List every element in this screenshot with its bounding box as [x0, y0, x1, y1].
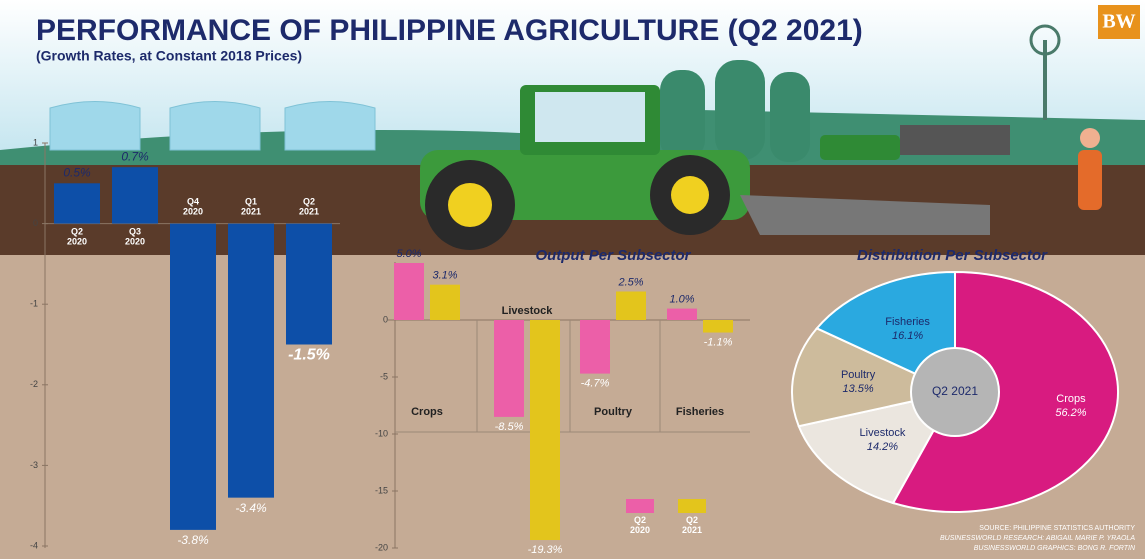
value-label: -1.1%: [704, 336, 733, 348]
value-label: -8.5%: [495, 421, 524, 433]
value-label: 0.5%: [63, 165, 91, 179]
bar: [112, 167, 158, 223]
center-label: Q2 2021: [932, 384, 978, 398]
source: BUSINESSWORLD GRAPHICS: BONG R. FORTIN: [974, 545, 1136, 552]
y-tick-label: -4: [30, 540, 38, 550]
slice-label: Livestock: [860, 427, 906, 439]
x-tick-label: Livestock: [502, 305, 554, 317]
slice-value: 13.5%: [842, 383, 873, 395]
value-label: 2.5%: [617, 276, 643, 288]
bar: [170, 224, 216, 530]
value-label: -4.7%: [581, 377, 610, 389]
y-tick-label: -15: [375, 485, 388, 495]
value-label: -3.8%: [177, 533, 209, 547]
bar: [616, 292, 646, 321]
y-tick-label: -5: [380, 371, 388, 381]
bar: [286, 224, 332, 345]
bar: [667, 309, 697, 320]
slice-value: 56.2%: [1055, 407, 1086, 419]
slice-label: Crops: [1056, 393, 1086, 405]
infographic: PERFORMANCE OF PHILIPPINE AGRICULTURE (Q…: [0, 0, 1145, 559]
chart-title: Distribution Per Subsector: [857, 247, 1048, 264]
subtitle: (Growth Rates, at Constant 2018 Prices): [36, 48, 302, 64]
value-label: -19.3%: [528, 544, 563, 556]
value-label: -1.5%: [288, 347, 330, 364]
value-label: 0.7%: [121, 149, 149, 163]
x-tick-label: Crops: [411, 406, 443, 418]
bar: [494, 320, 524, 417]
source: BUSINESSWORLD RESEARCH: ABIGAIL MARIE P.…: [940, 535, 1135, 542]
legend-swatch: [678, 499, 706, 513]
title: PERFORMANCE OF PHILIPPINE AGRICULTURE (Q…: [36, 14, 863, 47]
slice-label: Poultry: [841, 369, 876, 381]
value-label: -3.4%: [235, 501, 267, 515]
slice-value: 16.1%: [892, 330, 923, 342]
legend-swatch: [626, 499, 654, 513]
value-label: 1.0%: [669, 294, 694, 306]
x-tick-label: Poultry: [594, 406, 633, 418]
y-tick-label: -20: [375, 542, 388, 552]
value-label: 5.0%: [396, 248, 421, 260]
bar: [54, 183, 100, 223]
slice-value: 14.2%: [867, 441, 898, 453]
y-tick-label: -2: [30, 379, 38, 389]
y-tick-label: -10: [375, 428, 388, 438]
bar: [530, 320, 560, 540]
y-tick-label: 0: [383, 314, 388, 324]
x-tick-label: Fisheries: [676, 406, 724, 418]
bar: [228, 224, 274, 498]
source: SOURCE: PHILIPPINE STATISTICS AUTHORITY: [979, 525, 1135, 532]
y-tick-label: 1: [33, 137, 38, 147]
chart-title: Output Per Subsector: [535, 247, 691, 264]
value-label: 3.1%: [432, 270, 457, 282]
y-tick-label: -1: [30, 299, 38, 309]
slice-label: Fisheries: [885, 316, 930, 328]
bar: [703, 320, 733, 333]
bar: [394, 263, 424, 320]
logo: BW: [1102, 11, 1135, 33]
y-tick-label: -3: [30, 460, 38, 470]
y-tick-label: 0: [33, 218, 38, 228]
bar: [580, 320, 610, 374]
bar: [430, 285, 460, 320]
